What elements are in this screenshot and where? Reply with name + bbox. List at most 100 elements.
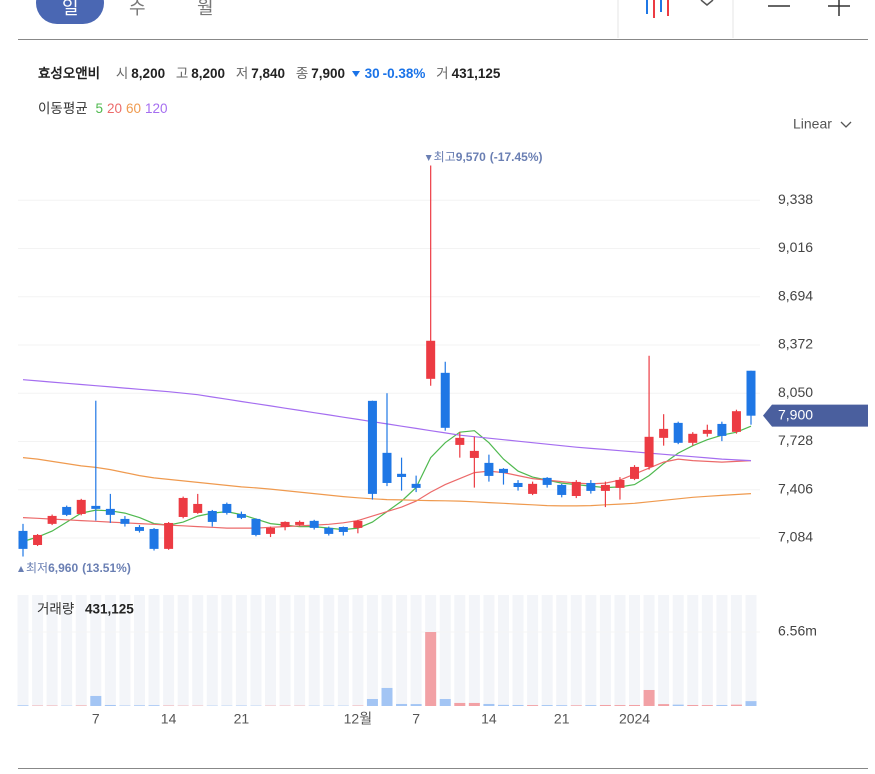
volume-column-bg	[308, 595, 320, 706]
volume-column-bg	[745, 595, 757, 706]
zoom-in-icon[interactable]	[828, 0, 850, 16]
down-arrow	[351, 71, 360, 77]
volume-column-bg	[570, 595, 582, 706]
value: 7,840	[251, 66, 286, 81]
candle-body	[367, 400, 377, 494]
candle-body	[600, 484, 610, 491]
candle-body	[528, 483, 538, 494]
volume-bar	[672, 704, 684, 706]
candle-body	[571, 481, 581, 496]
volume-column-bg	[206, 595, 218, 706]
volume-column-bg	[716, 595, 728, 706]
note-part: 9,570	[456, 150, 486, 164]
volume-bar	[425, 632, 437, 706]
volume-bar	[570, 705, 582, 706]
volume-column-bg	[32, 595, 44, 706]
volume-bar	[104, 704, 116, 706]
x-tick-label: 7	[92, 711, 100, 727]
x-tick-label: 21	[554, 711, 570, 727]
candle-body	[542, 477, 552, 485]
note-part: (-17.45%)	[490, 150, 543, 164]
candle-body	[731, 411, 741, 432]
candle-body	[717, 423, 727, 436]
value: 431,125	[451, 66, 501, 81]
x-tick-label: 14	[481, 711, 497, 727]
candle-body	[309, 520, 319, 528]
volume-bar	[556, 705, 568, 706]
y-tick-label: 8,050	[778, 384, 813, 400]
volume-bar	[599, 704, 611, 706]
volume-bar	[527, 705, 539, 706]
candle-body	[382, 452, 392, 483]
volume-column-bg	[337, 595, 349, 706]
x-tick-label: 14	[161, 711, 177, 727]
tab[interactable]: 일	[62, 0, 79, 18]
volume-column-bg	[75, 595, 87, 706]
volume-bar	[701, 705, 713, 706]
label: 거	[436, 66, 449, 81]
volume-column-bg	[556, 595, 568, 706]
y-tick-label: 9,338	[778, 191, 813, 207]
scale-mode[interactable]: Linear	[793, 116, 832, 132]
volume-column-bg	[221, 595, 233, 706]
price-tag	[763, 404, 868, 427]
candle-body	[18, 530, 28, 549]
candle-body	[498, 468, 508, 473]
candle-body	[338, 527, 348, 532]
volume-column-bg	[192, 595, 204, 706]
candle-body	[222, 503, 232, 513]
candle-body	[295, 521, 305, 525]
volume-bar	[148, 705, 160, 706]
candle-body	[149, 528, 159, 549]
volume-bar	[381, 687, 393, 706]
chart-type-icon[interactable]	[646, 0, 669, 18]
volume-title: 거래량	[37, 602, 74, 617]
volume-column-bg	[658, 595, 670, 706]
dropdown-chevron[interactable]	[700, 0, 714, 6]
volume-bar	[17, 705, 29, 706]
volume-bar	[716, 704, 728, 706]
candle-body	[164, 522, 174, 549]
volume-column-bg	[439, 595, 451, 706]
volume-bar	[396, 703, 408, 706]
volume-column-bg	[265, 595, 277, 706]
candle-body	[557, 484, 567, 495]
volume-column-bg	[90, 595, 102, 706]
volume-column-bg	[483, 595, 495, 706]
volume-bar	[497, 704, 509, 706]
candle-body	[280, 521, 290, 528]
scale-chevron[interactable]	[840, 121, 852, 128]
volume-column-bg	[468, 595, 480, 706]
volume-bar	[730, 704, 742, 706]
note-part: (13.51%)	[82, 561, 131, 575]
ma-legend: 이동평균 5 20 60 120	[38, 97, 172, 117]
tab-selected-pill[interactable]	[36, 0, 104, 24]
note-part: 6,960	[48, 561, 78, 575]
value: 8,200	[191, 66, 226, 81]
candle-body	[105, 508, 115, 515]
candle-body	[397, 473, 407, 477]
volume-bar	[658, 704, 670, 706]
y-tick-label: 8,372	[778, 336, 813, 352]
volume-bar	[454, 702, 466, 706]
label: 고	[175, 66, 189, 81]
candle-body	[659, 428, 669, 438]
legend-entry: 5	[95, 101, 103, 116]
legend-entry: 20	[106, 101, 122, 116]
legend-entry: 120	[145, 101, 168, 116]
candle-body	[266, 527, 276, 534]
tab[interactable]: 수	[129, 0, 146, 18]
note-marker	[425, 155, 432, 161]
value: 8,200	[131, 66, 166, 81]
volume-column-bg	[119, 595, 131, 706]
volume-column-bg	[672, 595, 684, 706]
volume-column-bg	[454, 595, 466, 706]
note-marker	[18, 566, 24, 572]
legend-entry: 60	[126, 101, 142, 116]
volume-column-bg	[527, 595, 539, 706]
tab[interactable]: 월	[197, 0, 214, 18]
volume-title-value: 431,125	[85, 602, 134, 617]
y-tick-label: 7,084	[778, 529, 813, 545]
change-pct: -0.38%	[382, 66, 426, 81]
